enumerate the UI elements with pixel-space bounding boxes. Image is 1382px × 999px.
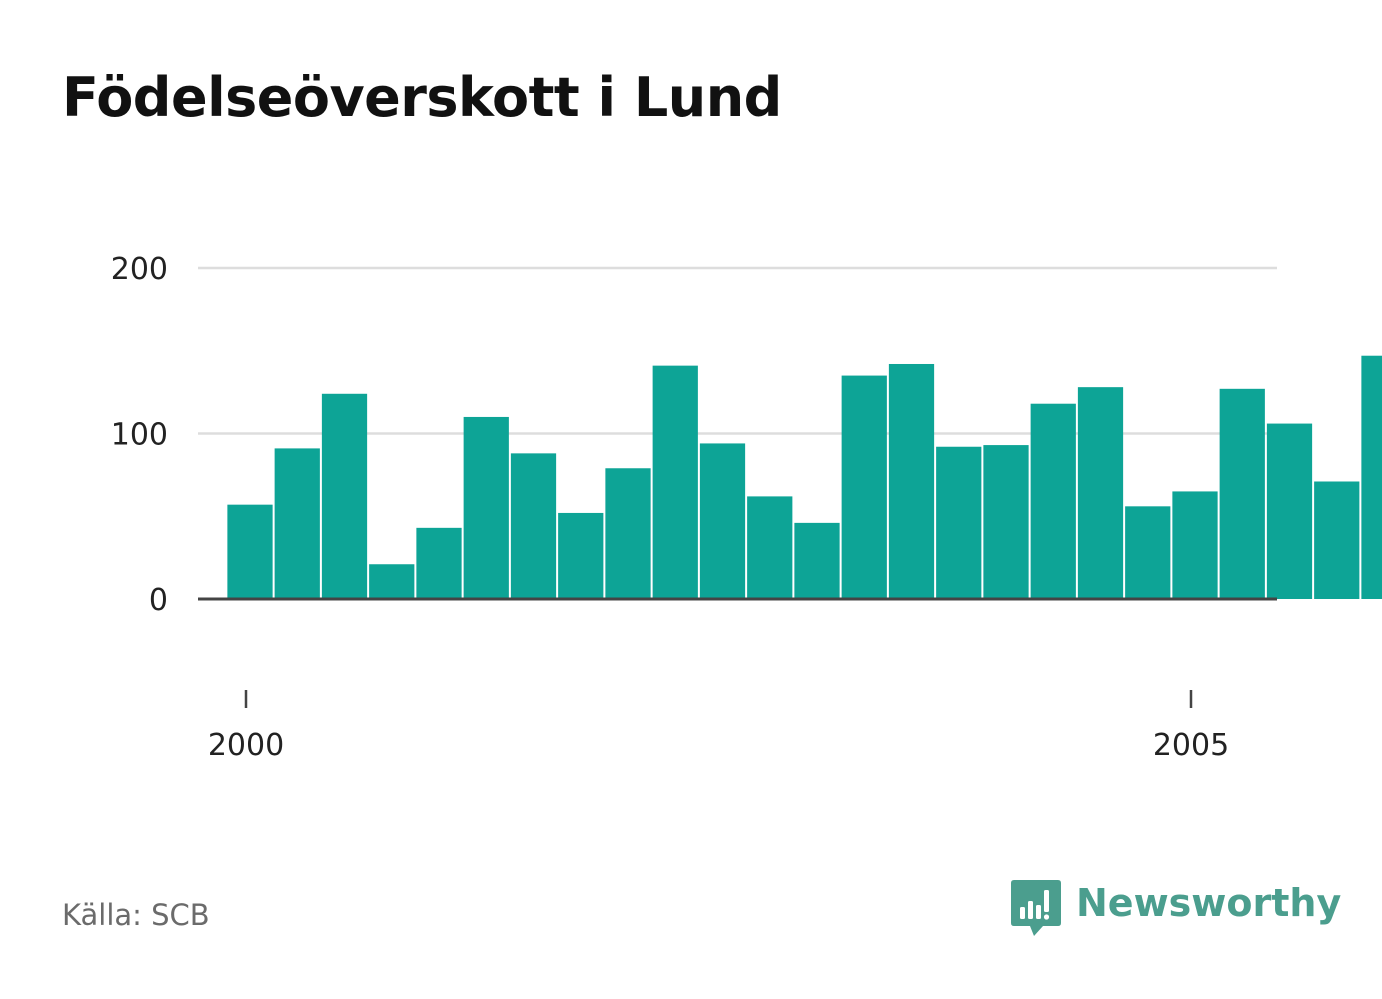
- bar: [463, 416, 509, 599]
- bar: [841, 375, 887, 599]
- chart-title: Födelseöverskott i Lund: [62, 66, 782, 129]
- bar: [699, 443, 746, 599]
- bar: [888, 363, 935, 599]
- bar: [1314, 481, 1360, 599]
- y-tick-label-100: 100: [111, 418, 168, 453]
- bar: [1077, 387, 1124, 599]
- bar: [983, 445, 1029, 599]
- bar: [558, 512, 604, 599]
- bar: [794, 522, 840, 599]
- bar: [747, 496, 793, 599]
- bar: [936, 446, 982, 599]
- axes: 0100200200020052010201520202025: [111, 252, 1277, 763]
- bar: [227, 504, 273, 599]
- newsworthy-logo-icon: [1011, 880, 1061, 936]
- bars: [227, 355, 1382, 599]
- x-tick-label-2000: 2000: [208, 728, 284, 763]
- y-tick-label-200: 200: [111, 252, 168, 287]
- bar: [321, 393, 368, 599]
- bar: [1266, 423, 1313, 599]
- bar: [605, 468, 651, 599]
- source-label: Källa: SCB: [62, 898, 210, 932]
- x-tick-label-2005: 2005: [1153, 728, 1229, 763]
- bar: [1361, 355, 1382, 599]
- newsworthy-logo-text: Newsworthy: [1076, 881, 1342, 925]
- bar: [1219, 388, 1265, 599]
- bar: [369, 564, 415, 599]
- bar: [1172, 491, 1218, 599]
- bar: [1030, 403, 1076, 599]
- y-tick-label-0: 0: [149, 583, 168, 618]
- bar: [510, 453, 557, 599]
- bar: [1125, 506, 1171, 599]
- bar: [416, 527, 462, 599]
- bar: [274, 448, 320, 599]
- newsworthy-logo: Newsworthy: [1010, 878, 1341, 942]
- bar: [652, 365, 698, 599]
